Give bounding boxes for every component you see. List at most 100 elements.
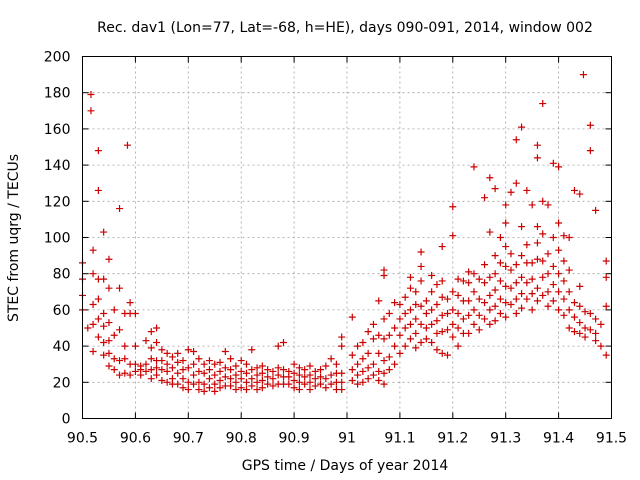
data-point [380, 369, 388, 377]
data-point [533, 141, 541, 149]
data-point [539, 230, 547, 238]
data-point [592, 315, 600, 323]
data-point [438, 328, 446, 336]
data-point [406, 306, 414, 314]
data-point [110, 306, 118, 314]
data-point [285, 373, 293, 381]
data-point [449, 232, 457, 240]
data-point [433, 329, 441, 337]
data-point [195, 355, 203, 363]
data-point [184, 346, 192, 354]
data-point [560, 232, 568, 240]
data-point [459, 277, 467, 285]
data-point [359, 355, 367, 363]
y-tick-label: 20 [53, 375, 71, 391]
data-point [87, 107, 95, 115]
data-point [406, 335, 414, 343]
data-point [528, 275, 536, 283]
data-point [385, 310, 393, 318]
data-point [486, 320, 494, 328]
data-point [597, 320, 605, 328]
x-tick-label: 90.5 [67, 431, 98, 447]
data-point [438, 349, 446, 357]
data-points [79, 71, 610, 395]
data-point [258, 369, 266, 377]
data-point [512, 136, 520, 144]
data-point [354, 360, 362, 368]
y-tick-label: 160 [44, 122, 71, 138]
y-tick-label: 40 [53, 339, 71, 355]
data-point [131, 367, 139, 375]
data-point [153, 371, 161, 379]
data-point [570, 313, 578, 321]
data-point [481, 194, 489, 202]
data-point [264, 373, 272, 381]
data-point [242, 369, 250, 377]
data-point [475, 326, 483, 334]
data-point [232, 362, 240, 370]
y-tick-label: 80 [53, 267, 71, 283]
data-point [332, 360, 340, 368]
data-point [507, 188, 515, 196]
data-point [216, 367, 224, 375]
data-point [232, 386, 240, 394]
data-point [348, 376, 356, 384]
data-point [533, 297, 541, 305]
data-point [496, 234, 504, 241]
data-point [396, 315, 404, 323]
data-point [211, 380, 219, 388]
data-point [248, 375, 256, 383]
data-point [502, 282, 510, 290]
x-tick-label: 90.6 [120, 431, 151, 447]
data-point [375, 349, 383, 357]
data-point [322, 375, 330, 383]
data-point [523, 186, 531, 194]
data-point [163, 378, 171, 386]
data-point [216, 358, 224, 366]
data-point [121, 369, 129, 377]
plot-frame [82, 56, 612, 419]
data-point [264, 366, 272, 374]
data-point [502, 299, 510, 307]
data-point [428, 272, 436, 280]
data-point [528, 290, 536, 298]
data-point [385, 353, 393, 361]
data-point [396, 300, 404, 308]
data-point [533, 154, 541, 162]
data-point [211, 371, 219, 379]
data-point [385, 331, 393, 339]
data-point [184, 386, 192, 394]
data-point [227, 382, 235, 390]
data-point [237, 375, 245, 383]
data-point [565, 324, 573, 332]
data-point [158, 366, 166, 374]
data-point [142, 337, 150, 345]
data-point [518, 123, 526, 131]
data-point [100, 310, 108, 318]
x-axis-label: GPS time / Days of year 2014 [242, 458, 449, 474]
data-point [295, 371, 303, 379]
data-point [523, 295, 531, 303]
data-point [449, 306, 457, 314]
data-point [454, 275, 462, 283]
data-point [470, 306, 478, 314]
x-tick-label: 91.1 [384, 431, 415, 447]
data-point [248, 366, 256, 374]
data-point [153, 338, 161, 346]
data-point [396, 331, 404, 339]
data-point [105, 337, 113, 345]
data-point [211, 387, 219, 395]
data-point [105, 362, 113, 370]
data-point [179, 384, 187, 392]
data-point [470, 163, 478, 171]
data-point [242, 386, 250, 394]
data-point [491, 252, 499, 260]
data-point [528, 259, 536, 267]
data-point [586, 326, 594, 334]
data-point [232, 371, 240, 379]
data-point [216, 376, 224, 384]
data-point [549, 297, 557, 305]
data-point [417, 277, 425, 285]
data-point [301, 373, 309, 381]
data-point [417, 248, 425, 256]
